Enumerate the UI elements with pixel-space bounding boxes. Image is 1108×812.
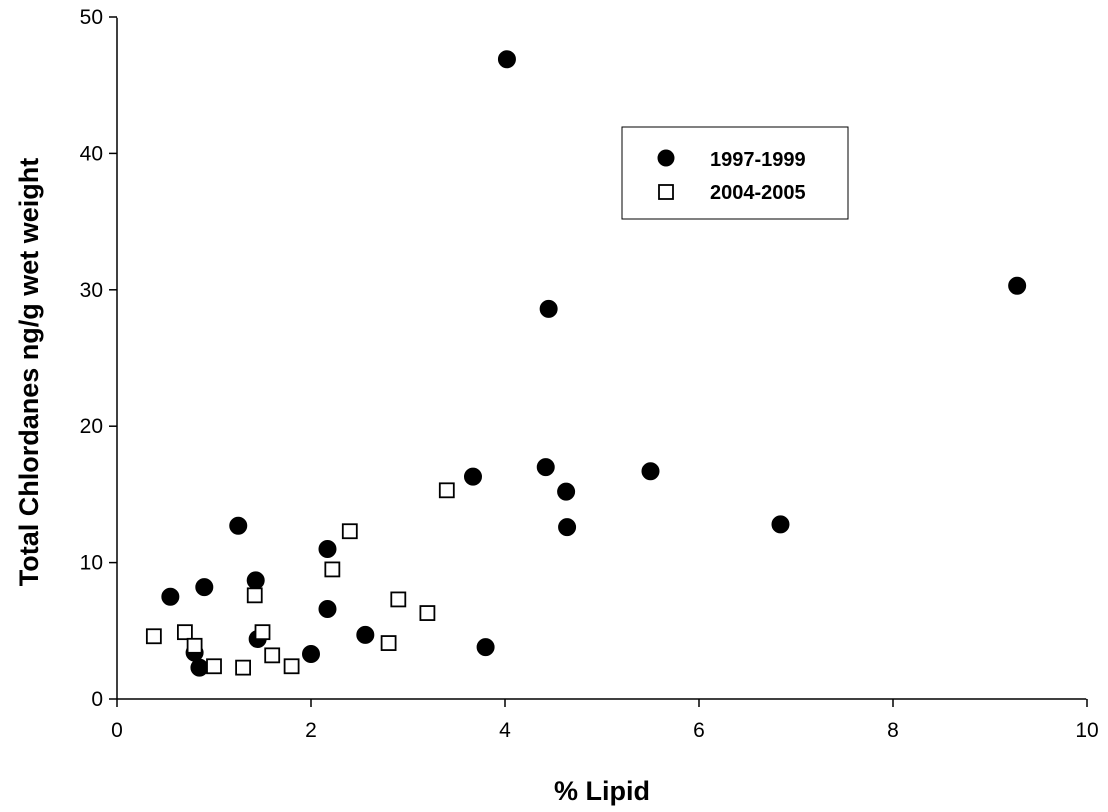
data-point-1997-1999 (539, 299, 558, 318)
x-axis-title: % Lipid (554, 776, 650, 806)
x-axis-ticks: 0 2 4 6 8 10 (111, 699, 1099, 742)
data-point-1997-1999 (558, 518, 577, 537)
data-point-1997-1999 (1008, 276, 1027, 295)
data-point-1997-1999 (476, 638, 495, 657)
data-point-2004-2005 (390, 591, 407, 608)
data-point-1997-1999 (463, 467, 482, 486)
data-point-1997-1999 (557, 482, 576, 501)
data-points (145, 50, 1027, 677)
data-point-2004-2005 (235, 659, 252, 676)
data-point-1997-1999 (302, 644, 320, 663)
y-tick-label: 40 (80, 142, 103, 165)
y-tick-label: 0 (91, 688, 103, 711)
y-axis-ticks: 0 10 20 30 40 50 (80, 6, 117, 711)
y-tick-label: 30 (80, 279, 103, 302)
data-point-2004-2005 (341, 523, 358, 540)
data-point-1997-1999 (536, 458, 555, 477)
data-point-1997-1999 (641, 462, 660, 481)
data-point-2004-2005 (283, 658, 300, 675)
y-tick-label: 50 (80, 6, 103, 29)
x-tick-label: 10 (1075, 719, 1098, 742)
x-tick-label: 2 (305, 719, 317, 742)
data-point-1997-1999 (246, 571, 265, 590)
legend-label-1997-1999: 1997-1999 (710, 149, 806, 171)
legend-label-2004-2005: 2004-2005 (710, 182, 806, 204)
data-point-1997-1999 (497, 50, 516, 69)
data-point-2004-2005 (206, 658, 222, 675)
data-point-1997-1999 (356, 625, 375, 644)
data-point-2004-2005 (419, 605, 436, 621)
data-point-2004-2005 (438, 482, 455, 499)
data-point-2004-2005 (176, 624, 193, 641)
data-point-1997-1999 (771, 515, 790, 534)
data-point-2004-2005 (324, 561, 341, 578)
data-point-1997-1999 (195, 578, 214, 597)
x-tick-label: 0 (111, 719, 123, 742)
x-tick-label: 6 (693, 719, 705, 742)
legend-marker-2004-2005 (658, 184, 674, 200)
y-tick-label: 10 (80, 552, 103, 575)
x-tick-label: 4 (499, 719, 511, 742)
data-point-2004-2005 (380, 635, 397, 651)
data-point-2004-2005 (254, 624, 271, 641)
data-point-2004-2005 (145, 628, 162, 645)
legend-box (621, 126, 849, 220)
legend-marker-1997-1999 (657, 149, 675, 167)
x-tick-label: 8 (887, 719, 899, 742)
data-point-2004-2005 (264, 647, 281, 664)
data-point-1997-1999 (161, 587, 180, 606)
legend: 1997-1999 2004-2005 (621, 126, 849, 220)
y-axis-title: Total Chlordanes ng/g wet weight (14, 158, 44, 587)
data-point-2004-2005 (246, 587, 263, 604)
data-point-2004-2005 (186, 637, 203, 654)
data-point-1997-1999 (318, 599, 337, 618)
y-tick-label: 20 (80, 415, 103, 438)
plot-area: 0 2 4 6 8 10 0 10 20 30 40 50 (80, 6, 1099, 742)
data-point-1997-1999 (318, 539, 337, 558)
data-point-1997-1999 (190, 658, 209, 677)
data-point-1997-1999 (229, 516, 248, 535)
